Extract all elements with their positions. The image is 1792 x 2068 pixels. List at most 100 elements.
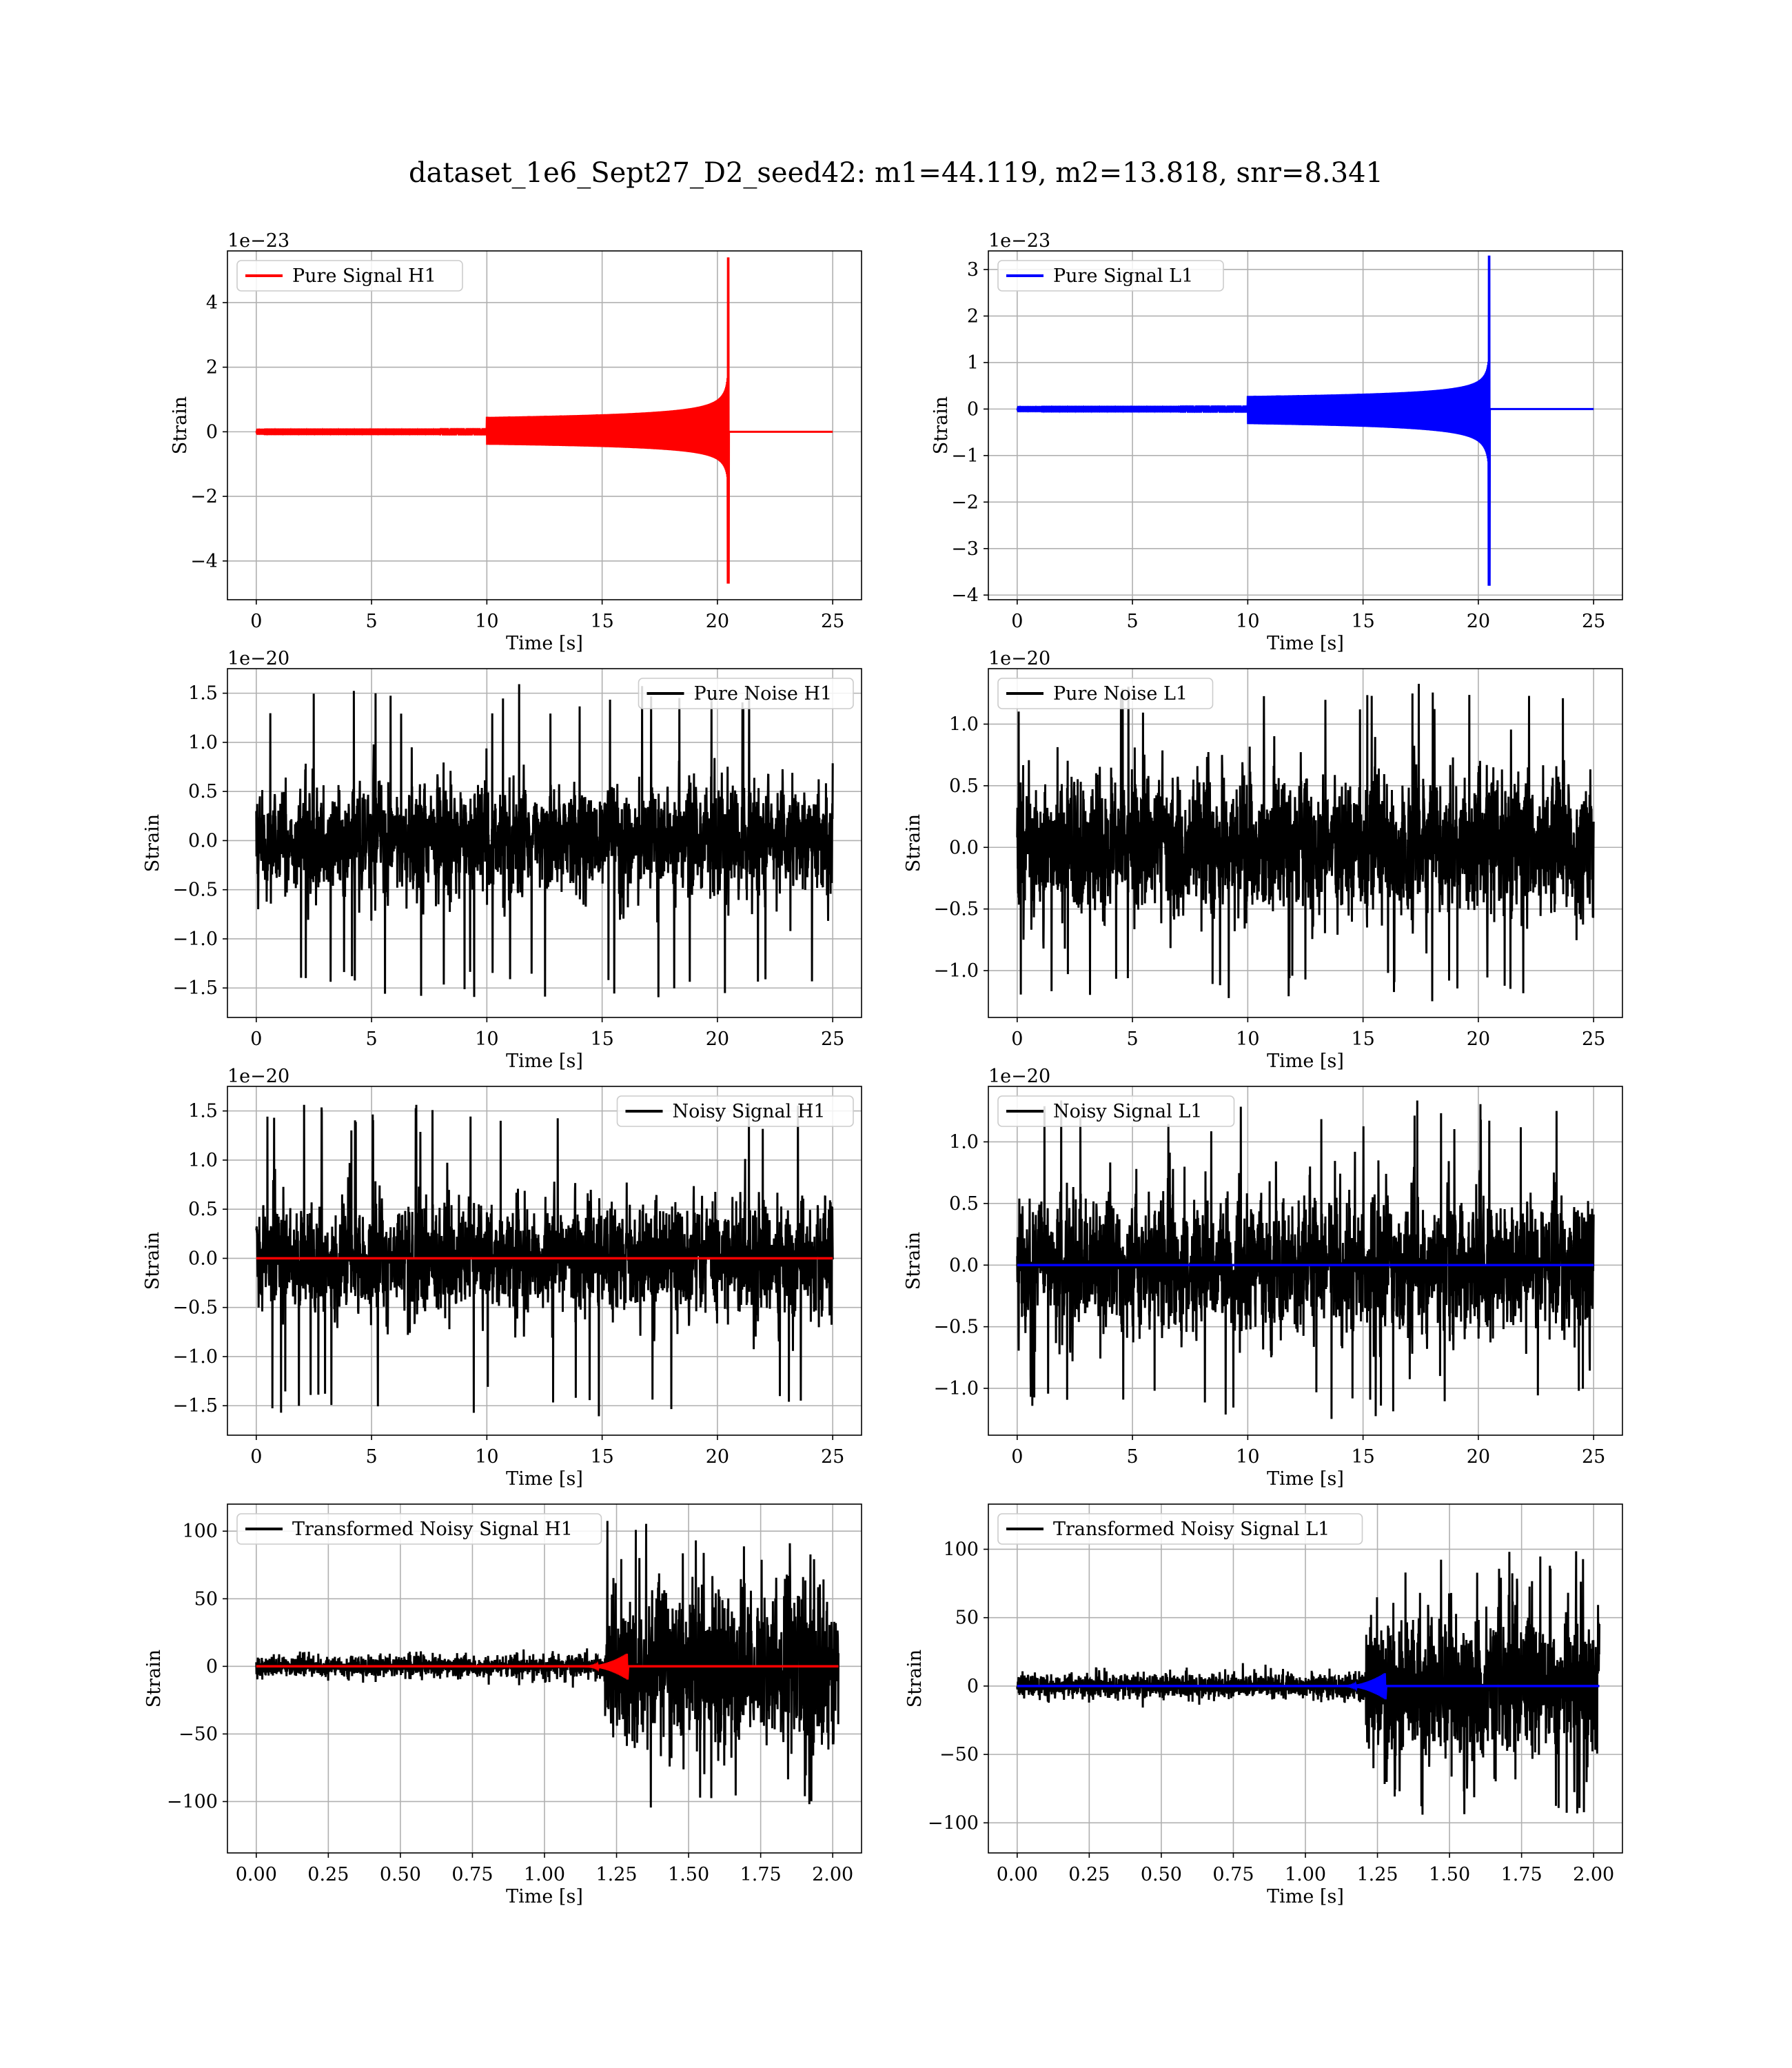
x-tick-label: 5 [1126, 611, 1138, 632]
x-tick-label: 1.75 [1501, 1864, 1542, 1885]
legend-label: Pure Noise H1 [694, 683, 833, 704]
x-tick-label: 20 [706, 611, 729, 632]
axes-frame [227, 668, 862, 1018]
signal-overlay-line [1017, 1673, 1600, 1700]
x-tick-label: 0.00 [236, 1864, 277, 1885]
legend-label: Pure Noise L1 [1053, 683, 1188, 704]
whitened-noise-line [255, 1521, 839, 1808]
y-tick-label: −3 [951, 538, 979, 560]
data-area [255, 1521, 839, 1808]
x-tick-label: 0.75 [451, 1864, 493, 1885]
legend-box [616, 1095, 854, 1127]
y-tick-label: 1.0 [949, 713, 979, 735]
x-tick-label: 15 [590, 1446, 613, 1468]
noise-line [1016, 1100, 1595, 1419]
noise-line [1016, 683, 1595, 1002]
y-axis-label: Strain [930, 396, 952, 454]
axes-frame [227, 1086, 862, 1436]
legend: Noisy Signal L1 [997, 1095, 1235, 1127]
y-tick-label: 1.5 [188, 683, 218, 704]
x-axis-label: Time [s] [1267, 1051, 1344, 1072]
y-tick-label: 0 [967, 1676, 979, 1697]
x-tick-label: 1.25 [1356, 1864, 1398, 1885]
y-tick-label: 1 [967, 352, 979, 374]
y-tick-label: −2 [951, 491, 979, 513]
y-tick-label: 0.5 [949, 1193, 979, 1215]
y-tick-label: 1.0 [188, 732, 218, 753]
subplot-3: 0 5 10 15 20 25 −1.5 −1.0 −0.5 0.0 0.5 1.0 1.5 Time [… [142, 648, 862, 1072]
subplot-5: 0 5 10 15 20 25 −1.5 −1.0 −0.5 0.0 0.5 1.0 1.5 Time [… [142, 1066, 862, 1490]
x-tick-label: 5 [1126, 1028, 1138, 1050]
x-axis-label: Time [s] [506, 1051, 583, 1072]
y-tick-label: −50 [939, 1744, 979, 1765]
y-axis-label: Strain [142, 1232, 163, 1290]
y-tick-label: 50 [194, 1588, 218, 1610]
y-tick-label: 1.0 [949, 1131, 979, 1153]
axes-frame [988, 250, 1623, 600]
y-axis-label: Strain [904, 1650, 926, 1707]
y-tick-label: 0.5 [188, 1199, 218, 1220]
y-tick-label: 0.0 [949, 837, 979, 858]
offset-text: 1e−23 [227, 230, 289, 252]
y-tick-label: 0.5 [949, 776, 979, 797]
y-tick-label: 4 [206, 292, 218, 314]
x-tick-label: 25 [1582, 1446, 1605, 1468]
y-tick-label: −0.5 [172, 880, 218, 901]
subplot-1: 0 5 10 15 20 25 −4 −2 0 2 4 Time [s] Strain 1e−23Pure… [170, 230, 862, 654]
x-tick-label: 20 [1467, 1028, 1490, 1050]
legend-label: Transformed Noisy Signal H1 [292, 1519, 573, 1540]
y-tick-label: −1.0 [172, 1346, 218, 1368]
figure-title: dataset_1e6_Sept27_D2_seed42: m1=44.119,… [409, 157, 1383, 189]
x-tick-label: 2.00 [1573, 1864, 1614, 1885]
y-tick-label: −1.5 [172, 1395, 218, 1417]
offset-text: 1e−20 [227, 648, 289, 669]
x-tick-label: 0 [1011, 611, 1023, 632]
y-tick-label: 0 [967, 398, 979, 420]
y-tick-label: −50 [179, 1723, 218, 1745]
y-tick-label: 0 [206, 421, 218, 443]
x-tick-label: 0.25 [307, 1864, 349, 1885]
x-tick-label: 10 [475, 1446, 498, 1468]
subplot-7: 0.00 0.25 0.50 0.75 1.00 1.25 1.50 1.75 2.00 −100… [143, 1503, 862, 1907]
axes-frame [988, 668, 1623, 1018]
axes-frame [227, 250, 862, 600]
x-tick-label: 0 [250, 1446, 262, 1468]
x-tick-label: 25 [821, 1446, 844, 1468]
legend-box [997, 1513, 1363, 1545]
y-tick-label: 1.0 [188, 1150, 218, 1171]
x-tick-label: 0 [1011, 1028, 1023, 1050]
x-tick-label: 25 [821, 611, 844, 632]
x-tick-label: 25 [1582, 1028, 1605, 1050]
x-tick-label: 20 [1467, 1446, 1490, 1468]
legend-box [997, 1095, 1235, 1127]
x-tick-label: 10 [1236, 1446, 1259, 1468]
y-tick-label: −4 [190, 551, 218, 572]
x-axis-label: Time [s] [506, 633, 583, 654]
y-tick-label: 0 [206, 1656, 218, 1677]
y-tick-label: 2 [967, 305, 979, 327]
data-area [1016, 255, 1594, 586]
x-tick-label: 20 [706, 1028, 729, 1050]
x-tick-label: 0.75 [1212, 1864, 1254, 1885]
legend-label: Transformed Noisy Signal L1 [1053, 1519, 1330, 1540]
x-tick-label: 15 [590, 1028, 613, 1050]
legend-box [997, 260, 1224, 292]
x-tick-label: 10 [475, 611, 498, 632]
offset-text: 1e−20 [988, 648, 1050, 669]
signal-overlay-line [256, 1653, 839, 1680]
x-tick-label: 5 [365, 611, 377, 632]
x-tick-label: 15 [1351, 1446, 1374, 1468]
x-tick-label: 0.50 [1141, 1864, 1182, 1885]
x-axis-label: Time [s] [1267, 633, 1344, 654]
x-tick-label: 1.50 [1429, 1864, 1470, 1885]
y-tick-label: −0.5 [172, 1297, 218, 1319]
noise-line [255, 1103, 834, 1417]
y-tick-label: −1.5 [172, 977, 218, 999]
x-tick-label: 1.50 [668, 1864, 709, 1885]
x-tick-label: 1.25 [595, 1864, 637, 1885]
data-area [1016, 1100, 1595, 1419]
y-tick-label: 50 [955, 1608, 979, 1629]
x-tick-label: 0 [250, 611, 262, 632]
y-tick-label: 0.5 [188, 781, 218, 802]
